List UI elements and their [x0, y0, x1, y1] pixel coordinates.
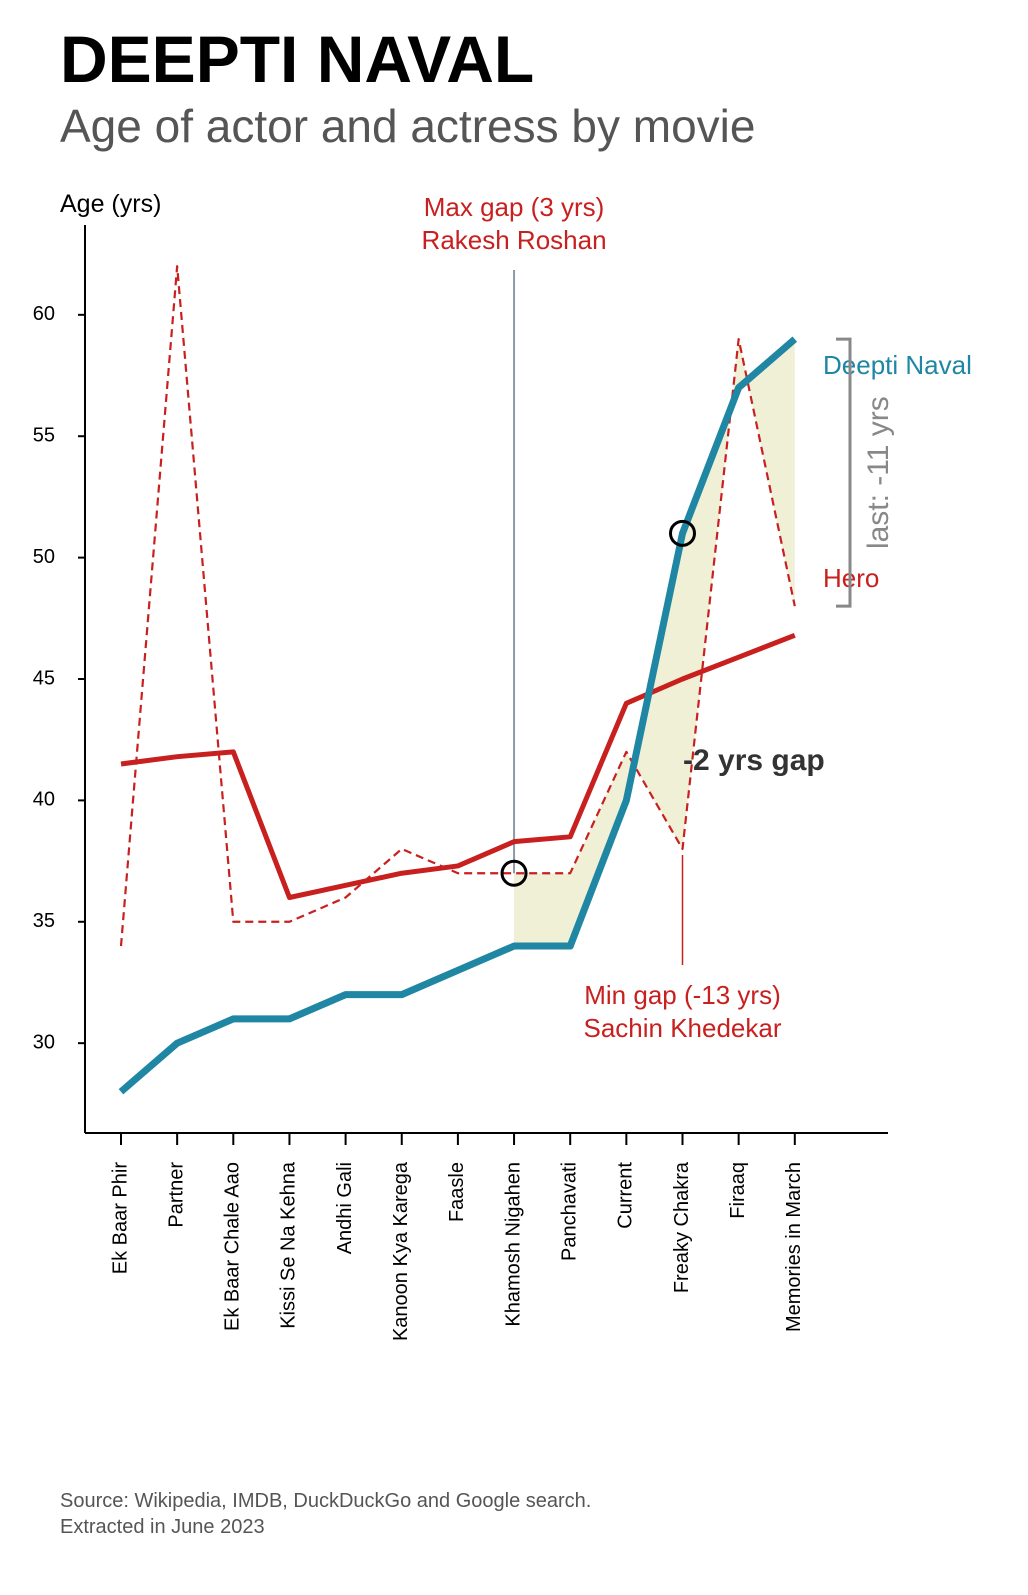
- y-tick-label: 45: [33, 667, 55, 689]
- annotation: Sachin Khedekar: [583, 1013, 781, 1043]
- x-tick-label: Memories in March: [783, 1162, 805, 1332]
- legend-label: Deepti Naval: [823, 350, 972, 380]
- annotation: Max gap (3 yrs): [424, 192, 605, 222]
- series-line: [120, 632, 796, 901]
- x-tick-label: Khamosh Nigahen: [502, 1162, 524, 1327]
- x-tick-label: Kanoon Kya Karega: [390, 1161, 412, 1341]
- source: Extracted in June 2023: [60, 1516, 265, 1538]
- series-line: [118, 336, 798, 1095]
- x-tick-label: Panchavati: [558, 1162, 580, 1261]
- y-tick-label: 60: [33, 303, 55, 325]
- chart-subtitle: Age of actor and actress by movie: [60, 100, 755, 152]
- y-tick-label: 55: [33, 425, 55, 447]
- x-tick-label: Andhi Gali: [334, 1162, 356, 1254]
- annotation: last: -11 yrs: [862, 396, 895, 549]
- x-tick-label: Ek Baar Phir: [109, 1162, 131, 1275]
- y-tick-label: 30: [33, 1031, 55, 1053]
- highlight-circle: [500, 859, 528, 887]
- highlight-circle: [669, 519, 696, 547]
- x-tick-label: Faasle: [446, 1162, 468, 1222]
- x-tick-label: Freaky Chakra: [671, 1161, 693, 1293]
- series-line: [119, 265, 796, 947]
- y-tick-label: 35: [33, 910, 55, 932]
- y-axis-label: Age (yrs): [60, 190, 161, 218]
- x-tick-label: Kissi Se Na Kehna: [278, 1161, 300, 1329]
- x-tick-label: Current: [615, 1162, 637, 1229]
- gap-area: [514, 339, 795, 947]
- x-tick-label: Firaaq: [727, 1162, 749, 1219]
- annotation: Min gap (-13 yrs): [584, 980, 781, 1010]
- bracket: [836, 337, 852, 608]
- chart-title: DEEPTI NAVAL: [60, 22, 534, 96]
- x-tick-label: Ek Baar Chale Aao: [222, 1162, 244, 1331]
- x-tick-label: Partner: [165, 1162, 187, 1228]
- annotation: Rakesh Roshan: [422, 225, 607, 255]
- y-tick-label: 40: [33, 789, 55, 811]
- y-tick-label: 50: [33, 546, 55, 568]
- annotation: -2 yrs gap: [683, 744, 825, 777]
- source: Source: Wikipedia, IMDB, DuckDuckGo and …: [60, 1490, 591, 1512]
